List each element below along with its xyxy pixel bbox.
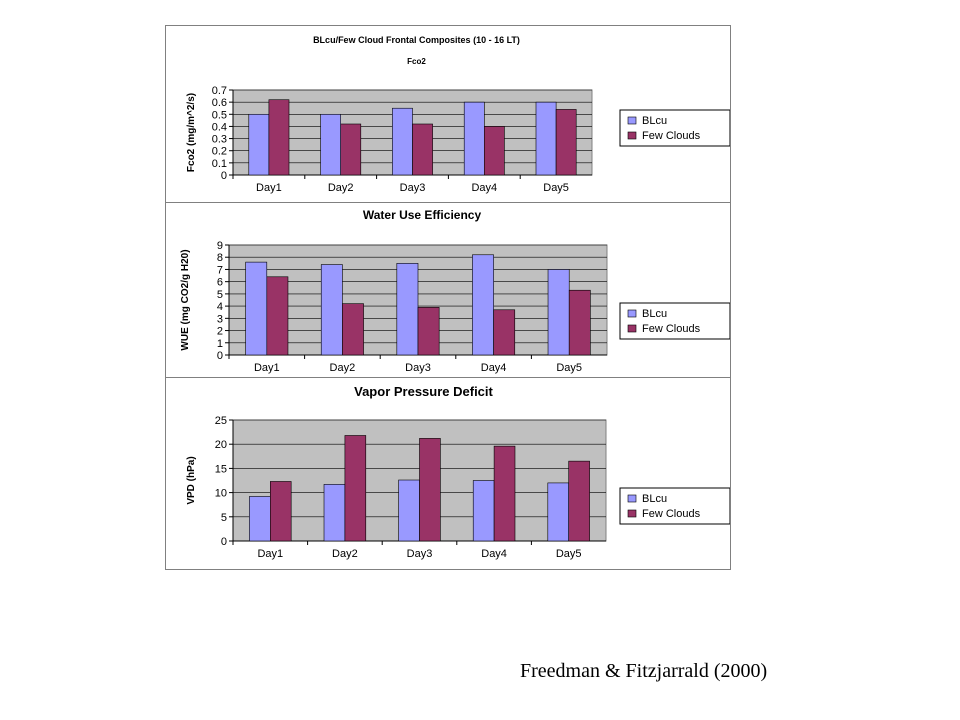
chart-title: Vapor Pressure Deficit bbox=[354, 384, 493, 399]
legend-swatch bbox=[627, 131, 637, 140]
chart-title: BLcu/Few Cloud Frontal Composites (10 - … bbox=[313, 35, 520, 45]
chart-fco2: BLcu/Few Cloud Frontal Composites (10 - … bbox=[186, 35, 730, 194]
bar-blcu bbox=[249, 496, 271, 542]
x-tick-label: Day5 bbox=[556, 362, 582, 374]
x-tick-label: Day5 bbox=[556, 548, 582, 560]
bar-few-clouds bbox=[270, 481, 292, 542]
citation: Freedman & Fitzjarrald (2000) bbox=[520, 660, 768, 682]
bar-blcu bbox=[463, 101, 485, 176]
y-tick-label: 0.4 bbox=[212, 121, 227, 133]
y-tick-label: 0.5 bbox=[212, 109, 227, 121]
x-tick-label: Day4 bbox=[481, 362, 507, 374]
bar-blcu bbox=[323, 484, 346, 542]
bar-few-clouds bbox=[555, 109, 577, 176]
chart-panel-vpd: Vapor Pressure Deficit 0 5 10 15 20 25 Day1 Day2… bbox=[166, 378, 730, 569]
bar-few-clouds bbox=[417, 307, 440, 356]
y-tick-label: 5 bbox=[217, 289, 223, 301]
bar-blcu bbox=[547, 269, 570, 356]
chart-panel-fco2: BLcu/Few Cloud Frontal Composites (10 - … bbox=[166, 26, 730, 203]
bar-few-clouds bbox=[419, 438, 441, 542]
chart-vpd: Vapor Pressure Deficit 0 5 10 15 20 25 Day1 Day2… bbox=[186, 384, 730, 560]
y-tick-label: 5 bbox=[221, 512, 227, 524]
x-tick-label: Day1 bbox=[257, 548, 283, 560]
legend-swatch bbox=[627, 309, 637, 318]
y-tick-label: 1 bbox=[217, 338, 223, 350]
y-tick-label: 0.1 bbox=[212, 158, 227, 170]
legend-label: BLcu bbox=[642, 493, 667, 505]
y-tick-label: 10 bbox=[215, 488, 227, 500]
y-tick-label: 20 bbox=[215, 439, 227, 451]
y-tick-label: 4 bbox=[217, 301, 223, 313]
y-tick-label: 15 bbox=[215, 463, 227, 475]
bar-few-clouds bbox=[568, 289, 591, 356]
bar-few-clouds bbox=[412, 123, 433, 176]
chart-subtitle: Fco2 bbox=[407, 57, 426, 66]
legend-label: Few Clouds bbox=[642, 508, 701, 520]
legend-box bbox=[619, 487, 730, 525]
legend-box bbox=[619, 302, 730, 340]
y-tick-label: 0.2 bbox=[212, 146, 227, 158]
x-tick-label: Day4 bbox=[481, 548, 507, 560]
y-tick-label: 7 bbox=[217, 264, 223, 276]
bar-few-clouds bbox=[483, 126, 505, 176]
y-axis-label: WUE (mg CO2/g H20) bbox=[180, 249, 191, 350]
bar-blcu bbox=[320, 264, 343, 356]
y-tick-label: 0 bbox=[221, 170, 227, 182]
legend-swatch bbox=[627, 116, 637, 125]
y-axis-label: VPD (hPa) bbox=[186, 456, 197, 504]
legend-box bbox=[619, 109, 730, 147]
figure-frame: BLcu/Few Cloud Frontal Composites (10 - … bbox=[165, 25, 731, 570]
legend-label: Few Clouds bbox=[642, 130, 701, 142]
legend-swatch bbox=[627, 509, 637, 518]
x-tick-label: Day4 bbox=[471, 182, 497, 194]
bar-few-clouds bbox=[340, 123, 362, 176]
x-tick-label: Day2 bbox=[330, 362, 356, 374]
bar-few-clouds bbox=[493, 309, 516, 356]
bar-blcu bbox=[245, 261, 268, 356]
y-tick-label: 6 bbox=[217, 277, 223, 289]
chart-title: Water Use Efficiency bbox=[363, 208, 482, 222]
bar-few-clouds bbox=[342, 303, 364, 356]
legend-label: Few Clouds bbox=[642, 323, 701, 335]
x-tick-label: Day3 bbox=[407, 548, 433, 560]
y-tick-label: 0.6 bbox=[212, 97, 227, 109]
bar-blcu bbox=[398, 479, 420, 542]
bar-blcu bbox=[472, 254, 494, 356]
y-tick-label: 8 bbox=[217, 252, 223, 264]
x-tick-label: Day1 bbox=[254, 362, 280, 374]
x-tick-label: Day5 bbox=[543, 182, 569, 194]
legend-label: BLcu bbox=[642, 308, 667, 320]
bar-blcu bbox=[248, 113, 270, 176]
bar-few-clouds bbox=[344, 435, 367, 542]
x-tick-label: Day2 bbox=[332, 548, 358, 560]
x-tick-label: Day3 bbox=[400, 182, 426, 194]
bar-blcu bbox=[320, 113, 341, 176]
bar-few-clouds bbox=[493, 445, 516, 542]
bar-few-clouds bbox=[268, 99, 290, 176]
y-axis-label: Fco2 (mg/m^2/s) bbox=[186, 93, 197, 172]
y-tick-label: 0 bbox=[221, 536, 227, 548]
bar-blcu bbox=[392, 107, 413, 176]
legend-swatch bbox=[627, 494, 637, 503]
bar-few-clouds bbox=[266, 276, 289, 356]
x-tick-label: Day2 bbox=[328, 182, 354, 194]
chart-panel-wue: Water Use Efficiency 0 1 2 3 4 5 6 7 8 9 Day1 Day2 Da… bbox=[166, 203, 730, 378]
x-tick-label: Day1 bbox=[256, 182, 282, 194]
bar-blcu bbox=[535, 101, 557, 176]
y-tick-label: 2 bbox=[217, 326, 223, 338]
bar-blcu bbox=[547, 482, 570, 542]
y-tick-label: 0.3 bbox=[212, 134, 227, 146]
legend-label: BLcu bbox=[642, 115, 667, 127]
y-tick-label: 3 bbox=[217, 313, 223, 325]
bar-blcu bbox=[472, 480, 495, 542]
legend-swatch bbox=[627, 324, 637, 333]
y-tick-label: 0.7 bbox=[212, 85, 227, 97]
y-tick-label: 9 bbox=[217, 240, 223, 252]
y-tick-label: 25 bbox=[215, 415, 227, 427]
x-tick-label: Day3 bbox=[405, 362, 431, 374]
y-tick-label: 0 bbox=[217, 350, 223, 362]
bar-few-clouds bbox=[568, 460, 590, 542]
bar-blcu bbox=[396, 263, 419, 356]
